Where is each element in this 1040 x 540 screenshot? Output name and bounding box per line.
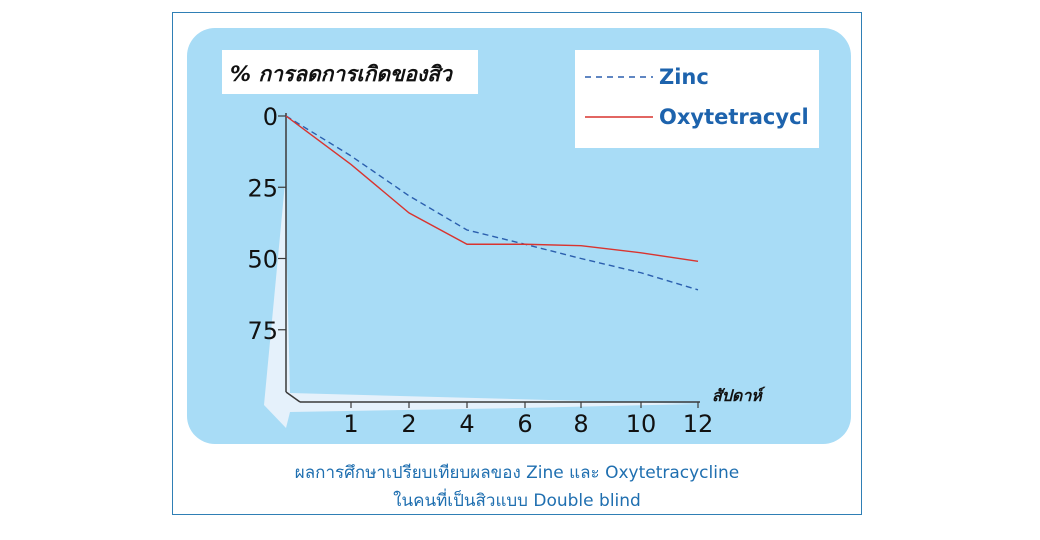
y-axis-label: % การลดการเกิดของสิว xyxy=(230,62,452,86)
caption-line-2: ในคนที่เป็นสิวแบบ Double blind xyxy=(393,491,641,511)
legend-item-zinc: Zinc xyxy=(583,62,709,92)
legend xyxy=(575,50,819,148)
y-tick-label-50: 50 xyxy=(247,246,278,274)
series-line-zinc xyxy=(285,115,699,291)
x-tick-label-12: 12 xyxy=(683,410,714,438)
x-tick-label-8: 8 xyxy=(573,410,588,438)
y-tick-label-0: 0 xyxy=(263,103,278,131)
x-tick-label-2: 2 xyxy=(401,410,416,438)
x-axis xyxy=(285,391,301,403)
x-tick-label-1: 1 xyxy=(343,410,358,438)
x-tick-label-6: 6 xyxy=(517,410,532,438)
legend-label-zinc: Zinc xyxy=(659,65,709,89)
x-tick-label-4: 4 xyxy=(459,410,474,438)
legend-swatch-oxytetracycl xyxy=(585,116,653,118)
axis-shadow xyxy=(264,183,698,428)
caption-line-1: ผลการศึกษาเปรียบเทียบผลของ Zine และ Oxyt… xyxy=(294,463,740,483)
series-line-oxytetracycl xyxy=(285,115,699,263)
y-axis-label-box xyxy=(222,50,478,94)
y-tick-label-75: 75 xyxy=(247,317,278,345)
legend-swatch-zinc xyxy=(585,76,653,78)
y-tick-label-25: 25 xyxy=(247,174,278,202)
legend-label-oxytetracycl: Oxytetracycl xyxy=(659,105,809,129)
x-axis-label: สัปดาห์ xyxy=(712,386,766,405)
legend-item-oxytetracycl: Oxytetracycl xyxy=(583,102,809,132)
x-tick-label-10: 10 xyxy=(626,410,657,438)
